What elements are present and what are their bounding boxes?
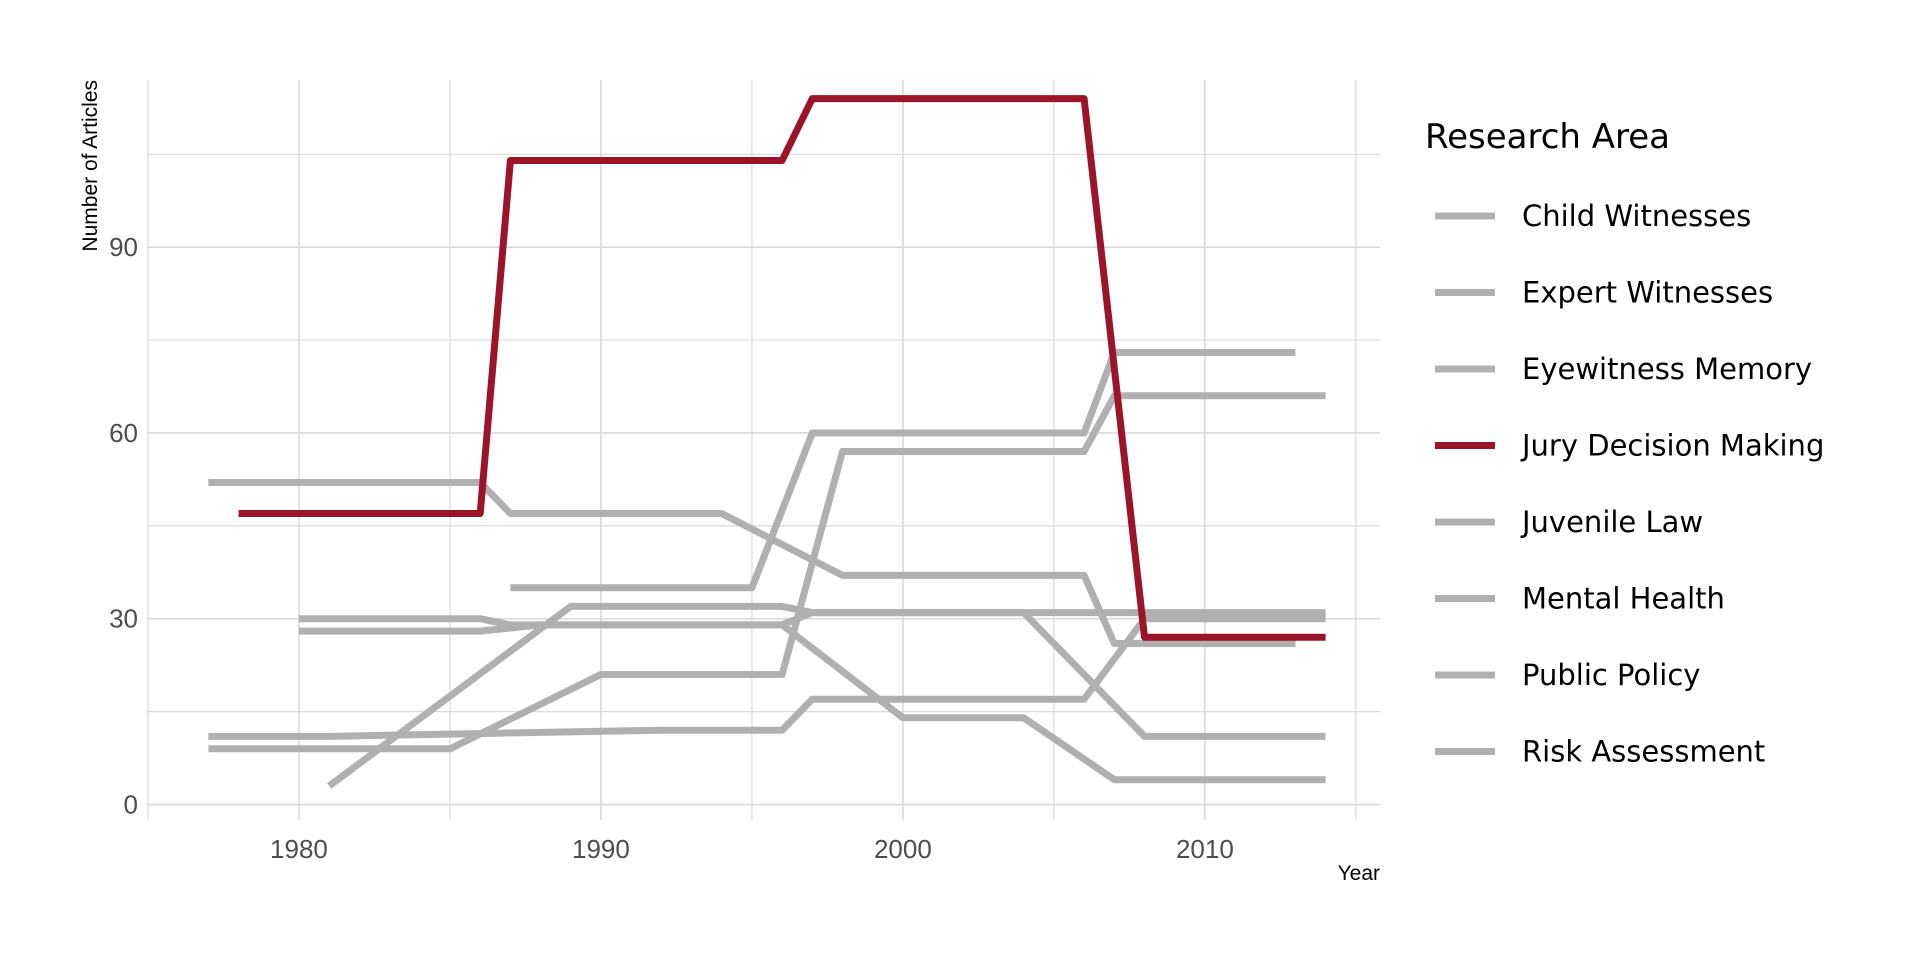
- legend: Research Area Child Witnesses Expert Witn…: [1425, 117, 1824, 769]
- legend-items: Child Witnesses Expert Witnesses Eyewitnes…: [1435, 199, 1824, 769]
- legend-label: Eyewitness Memory: [1522, 352, 1812, 386]
- legend-label: Jury Decision Making: [1520, 429, 1824, 463]
- legend-item-mental-health: Mental Health: [1435, 582, 1725, 616]
- legend-item-public-policy: Public Policy: [1435, 658, 1700, 692]
- x-tick-label: 2010: [1176, 834, 1234, 864]
- x-tick-label: 1990: [572, 834, 630, 864]
- legend-item-juvenile-law: Juvenile Law: [1435, 505, 1703, 539]
- legend-label: Juvenile Law: [1520, 505, 1703, 539]
- legend-label: Child Witnesses: [1522, 199, 1751, 233]
- legend-item-child-witnesses: Child Witnesses: [1435, 199, 1751, 233]
- legend-label: Mental Health: [1522, 582, 1725, 616]
- series-line-juvenile-law: [510, 349, 1296, 592]
- x-axis-title: Year: [1338, 862, 1380, 885]
- legend-label: Public Policy: [1522, 658, 1700, 692]
- legend-item-expert-witnesses: Expert Witnesses: [1435, 276, 1773, 310]
- x-tick-label: 1980: [270, 834, 328, 864]
- legend-item-jury-decision-making: Jury Decision Making: [1435, 429, 1824, 463]
- y-axis-title: Number of Articles: [79, 80, 102, 252]
- series-line-risk-assessment: [299, 609, 1326, 740]
- y-axis-ticks: 0 30 60 90: [109, 232, 138, 819]
- x-axis-ticks: 1980 1990 2000 2010: [270, 834, 1234, 864]
- series-line-jury-decision-making: [238, 95, 1326, 641]
- x-tick-label: 2000: [874, 834, 932, 864]
- series-lines: [208, 95, 1326, 789]
- legend-label: Expert Witnesses: [1522, 276, 1773, 310]
- legend-item-risk-assessment: Risk Assessment: [1435, 735, 1765, 769]
- y-tick-label: 30: [109, 604, 138, 634]
- legend-title: Research Area: [1425, 117, 1670, 157]
- y-tick-label: 60: [109, 418, 138, 448]
- grid-lines: [147, 80, 1380, 820]
- series-line-public-policy: [208, 615, 1326, 740]
- y-tick-label: 90: [109, 232, 138, 262]
- legend-item-eyewitness-memory: Eyewitness Memory: [1435, 352, 1812, 386]
- series-line-mental-health: [208, 392, 1326, 753]
- series-line-expert-witnesses: [299, 621, 1326, 784]
- y-tick-label: 0: [124, 790, 138, 820]
- legend-label: Risk Assessment: [1522, 735, 1765, 769]
